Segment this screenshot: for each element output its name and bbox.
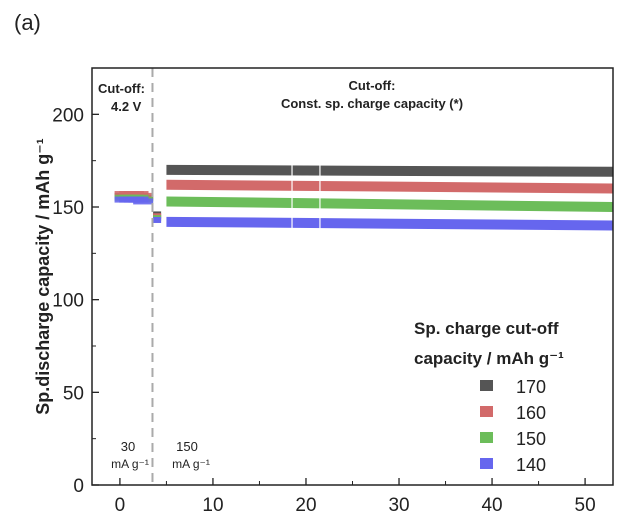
y-tick-label-100: 100 [52, 291, 84, 312]
x-tick-label-40: 40 [481, 495, 502, 516]
y-tick-label-150: 150 [52, 198, 84, 219]
cutoff-left-line1: Cut-off: [98, 81, 145, 96]
legend-title-line1: Sp. charge cut-off [414, 319, 559, 338]
cutoff-right-line2: Const. sp. charge capacity (*) [281, 96, 463, 111]
x-tick-label-0: 0 [115, 495, 126, 516]
x-tick-label-10: 10 [202, 495, 223, 516]
y-tick-label-50: 50 [63, 383, 84, 404]
y-tick-label-0: 0 [73, 476, 84, 497]
cutoff-left-line2: 4.2 V [111, 99, 142, 114]
legend-label-140: 140 [516, 455, 546, 475]
point-initial-140-4 [133, 198, 154, 205]
legend-title-line2: capacity / mAh g⁻¹ [414, 349, 564, 368]
legend-label-160: 160 [516, 403, 546, 423]
legend-label-150: 150 [516, 429, 546, 449]
legend-swatch-140 [480, 458, 493, 469]
series-band-140 [166, 216, 613, 231]
legend-swatch-160 [480, 406, 493, 417]
panel-label: (a) [14, 10, 41, 35]
rate-high-unit: mA g⁻¹ [172, 457, 210, 471]
series-band-170 [166, 164, 613, 177]
x-tick-label-50: 50 [575, 495, 596, 516]
legend-swatch-150 [480, 432, 493, 443]
point-drop-140-0 [153, 216, 162, 223]
x-tick-label-30: 30 [388, 495, 409, 516]
axes: 0 10 20 30 40 50 0 50 100 150 200 Sp.discharge capa… [33, 67, 614, 516]
cutoff-right-line1: Cut-off: [349, 78, 396, 93]
y-axis-label: Sp.discharge capacity / mAh g⁻¹ [33, 138, 53, 415]
rate-high-value: 150 [176, 439, 198, 454]
rate-low-unit: mA g⁻¹ [111, 457, 149, 471]
legend-swatch-170 [480, 380, 493, 391]
annotations: Cut-off: 4.2 V Cut-off: Const. sp. charge c… [98, 78, 463, 471]
series-marks [114, 162, 613, 233]
x-tick-label-20: 20 [295, 495, 316, 516]
y-tick-label-200: 200 [52, 105, 84, 126]
legend-label-170: 170 [516, 377, 546, 397]
rate-low-value: 30 [121, 439, 135, 454]
series-band-150 [166, 196, 613, 212]
legend: Sp. charge cut-off capacity / mAh g⁻¹ 170 1… [414, 319, 564, 475]
series-band-160 [166, 179, 613, 194]
